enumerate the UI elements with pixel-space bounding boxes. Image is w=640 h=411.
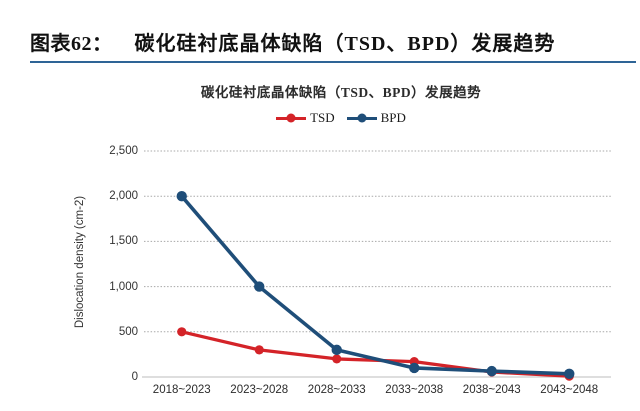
x-axis-label: 2038~2043 [462, 384, 521, 396]
x-axis-label: 2023~2028 [230, 384, 289, 396]
x-axis-label: 2028~2033 [307, 384, 366, 396]
bpd-marker [564, 368, 575, 380]
legend-label-tsd: TSD [310, 110, 335, 125]
bpd-marker [254, 281, 265, 292]
bpd-line-marker-swatch [346, 113, 377, 123]
figure-header: 图表62： 碳化硅衬底晶体缺陷（TSD、BPD）发展趋势 [30, 33, 636, 63]
chart-legend: TSD BPD [61, 109, 621, 127]
legend-item-tsd: TSD [276, 110, 335, 126]
bpd-marker [409, 362, 420, 374]
figure-title: 碳化硅衬底晶体缺陷（TSD、BPD）发展趋势 [134, 33, 556, 55]
legend-item-bpd: BPD [346, 110, 406, 126]
tsd-marker [177, 327, 187, 337]
y-tick-label: 2,000 [109, 190, 138, 203]
x-axis-label: 2043~2048 [540, 384, 599, 396]
bpd-marker [486, 365, 497, 377]
legend-label-bpd: BPD [380, 110, 406, 125]
bpd-marker [176, 191, 187, 202]
chart-title: 碳化硅衬底晶体缺陷（TSD、BPD）发展趋势 [200, 85, 482, 100]
tsd-swatch-dot [286, 113, 296, 123]
x-axis-label: 2033~2038 [385, 384, 444, 396]
tsd-line [180, 330, 571, 378]
tsd-marker [332, 354, 342, 364]
y-tick-label: 1,000 [109, 280, 138, 293]
bpd-marker [331, 344, 342, 356]
x-axis-label: 2018~2023 [152, 384, 211, 396]
tsd-line-marker-swatch [276, 113, 307, 123]
figure-number: 图表62： [30, 33, 113, 55]
y-tick-label: 2,500 [109, 145, 138, 157]
tsd-marker [254, 345, 264, 355]
y-tick-label: 1,500 [109, 235, 138, 248]
y-tick-label: 0 [131, 371, 138, 383]
y-tick-label: 500 [118, 325, 138, 338]
bpd-line [179, 194, 572, 376]
bpd-swatch-dot [357, 113, 367, 123]
